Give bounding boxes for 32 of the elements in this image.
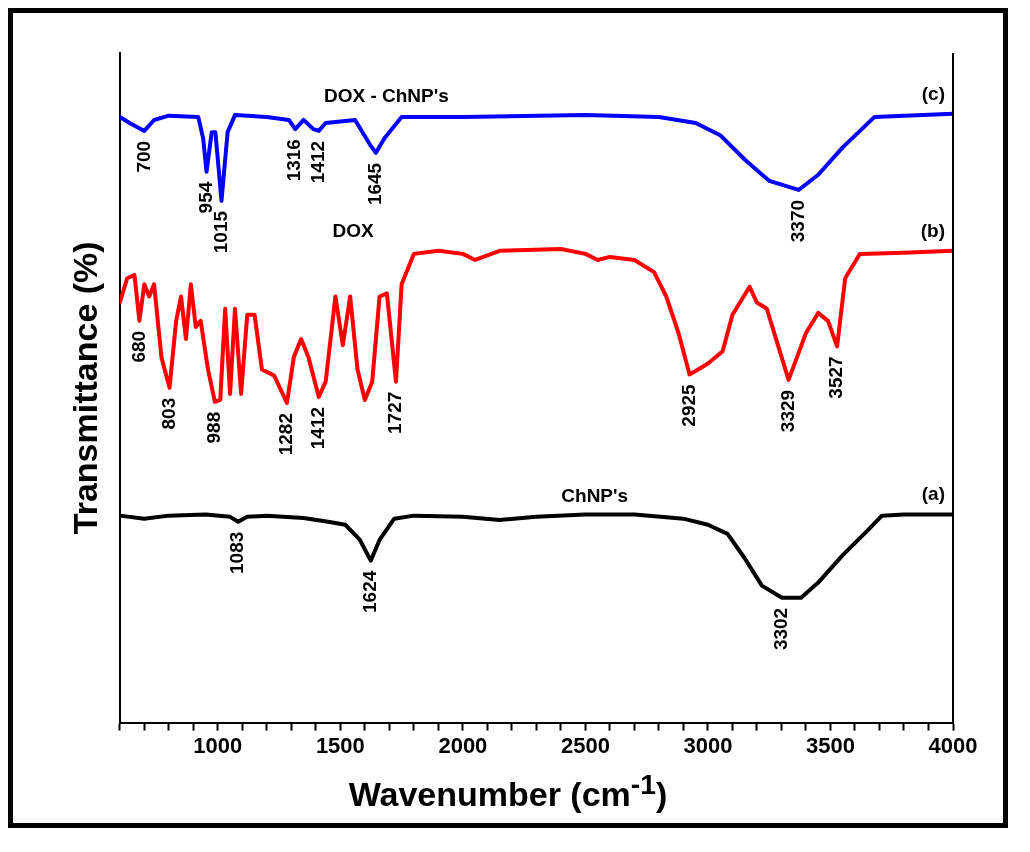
- x-tick-label: 1500: [315, 732, 365, 758]
- annotation: (a): [921, 483, 945, 505]
- annotation: 1624: [358, 570, 380, 613]
- x-tick-label: 3000: [683, 732, 733, 758]
- annotation: 3302: [770, 607, 792, 651]
- annotation: 1282: [275, 413, 297, 456]
- annotation: 3329: [776, 389, 798, 433]
- annotation: 680: [127, 330, 149, 363]
- annotation: 988: [203, 411, 225, 444]
- x-tick-label: 2000: [438, 732, 488, 758]
- y-axis-title: Transmittance (%): [65, 241, 104, 535]
- annotation: 803: [157, 397, 179, 430]
- annotation: 3370: [786, 199, 808, 243]
- annotation: 3527: [825, 356, 847, 399]
- annotation: 700: [132, 140, 154, 173]
- annotation: 1727: [384, 391, 406, 434]
- series-label: ChNP's: [561, 485, 629, 507]
- x-tick-label: 4000: [928, 732, 978, 758]
- annotation: 1083: [226, 531, 248, 574]
- annotation: 1412: [307, 140, 329, 184]
- x-tick-label: 3500: [805, 732, 855, 758]
- text: (c): [921, 82, 945, 104]
- series-label: DOX - ChNP's: [323, 84, 449, 106]
- x-axis-title: Wavenumber (cm$^{-1}$): [347, 768, 669, 815]
- annotation: 1412: [307, 406, 329, 450]
- text: DOX: [332, 219, 374, 241]
- x-tick-label: 1000: [193, 732, 243, 758]
- annotation: 1645: [364, 162, 386, 206]
- x-tick-label: 2500: [560, 732, 610, 758]
- annotation: (b): [920, 219, 945, 241]
- annotation: 2925: [677, 383, 699, 427]
- annotation: 1316: [283, 139, 305, 182]
